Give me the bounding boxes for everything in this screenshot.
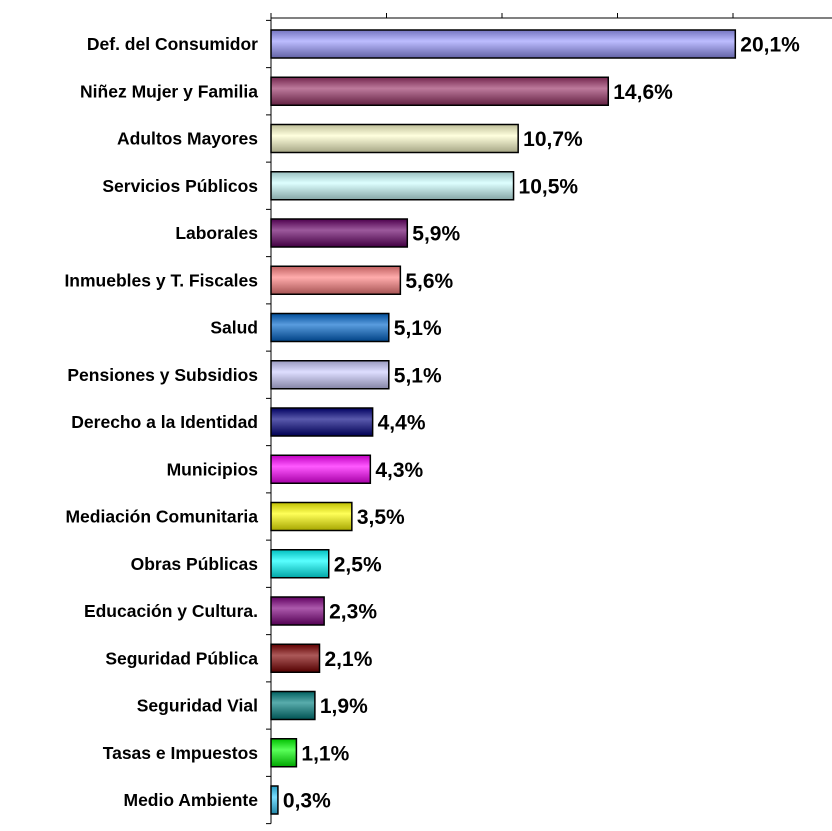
- bar: [270, 265, 402, 295]
- value-label: 0,3%: [283, 790, 331, 813]
- bar: [270, 690, 316, 721]
- bar: [270, 171, 515, 201]
- category-label: Educación y Cultura.: [84, 601, 258, 621]
- category-label: Medio Ambiente: [124, 790, 259, 810]
- category-label: Obras Públicas: [131, 554, 259, 574]
- category-label: Seguridad Vial: [137, 696, 258, 716]
- value-label: 1,1%: [301, 742, 349, 765]
- category-label: Pensiones y Subsidios: [67, 365, 258, 385]
- bar: [270, 218, 409, 248]
- bar: [270, 596, 325, 626]
- value-label: 2,3%: [329, 601, 377, 624]
- labels-group: Def. del Consumidor 20,1% Niñez Mujer y Fa…: [64, 34, 800, 813]
- category-label: Adultos Mayores: [117, 129, 258, 149]
- category-label: Inmuebles y T. Fiscales: [64, 270, 258, 290]
- value-label: 5,9%: [412, 223, 460, 246]
- value-label: 5,1%: [394, 317, 442, 340]
- category-label: Derecho a la Identidad: [71, 412, 258, 432]
- value-label: 2,1%: [325, 648, 373, 671]
- bar: [270, 454, 372, 484]
- bar: [270, 407, 374, 437]
- value-label: 14,6%: [613, 81, 673, 104]
- bar: [270, 360, 390, 390]
- bar: [270, 785, 279, 815]
- bar: [270, 76, 610, 106]
- bar: [270, 123, 519, 154]
- bars-group: [270, 29, 737, 815]
- category-label: Salud: [210, 318, 258, 338]
- bar: [270, 312, 390, 343]
- bar: [270, 738, 298, 768]
- value-label: 10,5%: [519, 175, 579, 198]
- value-label: 2,5%: [334, 553, 382, 576]
- axis-group: [266, 13, 832, 825]
- category-label: Tasas e Impuestos: [103, 743, 259, 763]
- category-label: Seguridad Pública: [105, 648, 258, 668]
- category-label: Servicios Públicos: [102, 176, 258, 196]
- bar: [270, 501, 353, 532]
- value-label: 4,3%: [375, 459, 423, 482]
- category-label: Mediación Comunitaria: [65, 507, 258, 527]
- category-label: Municipios: [167, 459, 259, 479]
- category-label: Laborales: [175, 223, 258, 243]
- bar: [270, 643, 321, 673]
- value-label: 5,6%: [405, 270, 453, 293]
- bar: [270, 29, 737, 59]
- value-label: 3,5%: [357, 506, 405, 529]
- value-label: 5,1%: [394, 364, 442, 387]
- category-label: Niñez Mujer y Familia: [80, 81, 258, 101]
- value-label: 10,7%: [523, 128, 583, 151]
- value-label: 20,1%: [740, 34, 800, 57]
- value-label: 4,4%: [378, 412, 426, 435]
- value-label: 1,9%: [320, 695, 368, 718]
- bar: [270, 549, 330, 579]
- category-label: Def. del Consumidor: [87, 34, 258, 54]
